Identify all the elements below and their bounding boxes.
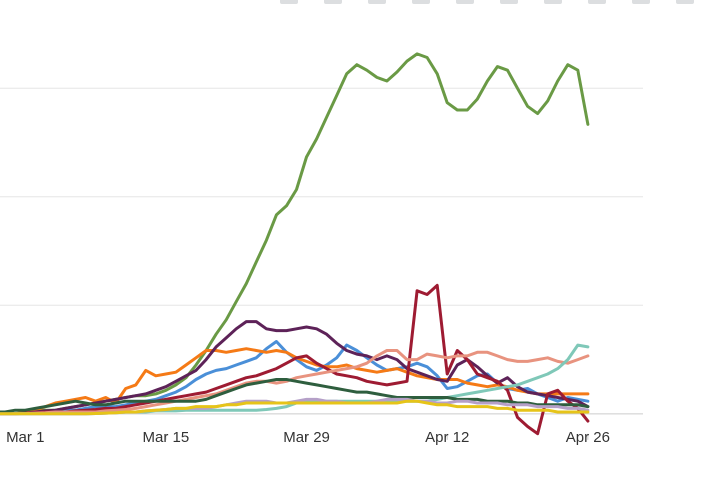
x-tick-label: Apr 26 (566, 429, 610, 446)
series-line-5[interactable] (0, 349, 590, 416)
x-tick-label: Mar 29 (283, 429, 330, 446)
series-line-3[interactable] (0, 320, 590, 416)
zoom-out-icon[interactable] (456, 0, 474, 4)
reset-axes-icon[interactable] (544, 0, 562, 4)
hover-compare-icon[interactable] (676, 0, 694, 4)
pan-icon[interactable] (368, 0, 386, 4)
x-tick-label: Mar 1 (6, 429, 44, 446)
series-lines (0, 52, 590, 436)
series-line-9[interactable] (0, 399, 590, 416)
x-tick-label: Apr 12 (425, 429, 469, 446)
camera-icon[interactable] (280, 0, 298, 4)
spike-lines-icon[interactable] (588, 0, 606, 4)
chart-modebar (270, 0, 724, 8)
x-axis-ticks: Mar 1 Mar 15 Mar 29 Apr 12 Apr 26 (6, 429, 610, 446)
series-line-7[interactable] (0, 378, 590, 414)
x-tick-label: Mar 15 (143, 429, 190, 446)
hover-closest-icon[interactable] (632, 0, 650, 4)
zoom-in-icon[interactable] (412, 0, 430, 4)
series-line-2[interactable] (0, 347, 590, 416)
zoom-icon[interactable] (324, 0, 342, 4)
autoscale-icon[interactable] (500, 0, 518, 4)
